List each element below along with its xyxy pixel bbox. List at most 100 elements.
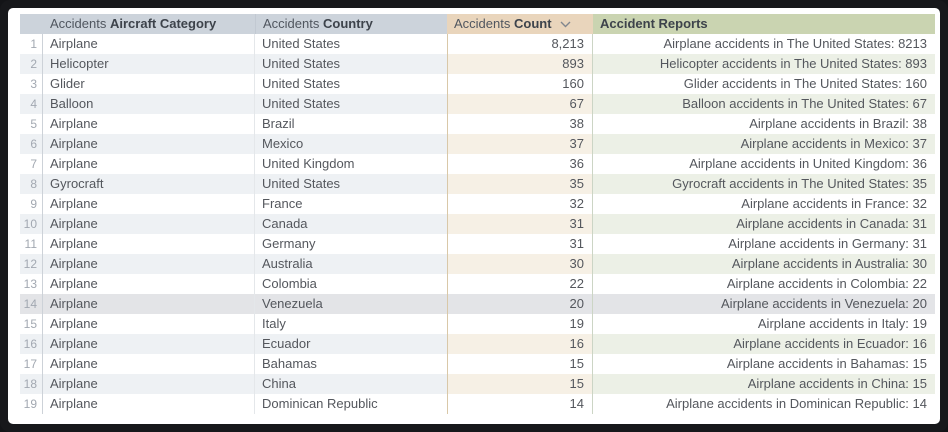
cell-aircraft-category[interactable]: Airplane xyxy=(43,334,255,354)
cell-aircraft-category[interactable]: Airplane xyxy=(43,294,255,314)
row-number[interactable]: 8 xyxy=(20,174,43,194)
table-row[interactable]: 4 Balloon United States 67 Balloon accid… xyxy=(20,94,935,114)
row-number[interactable]: 1 xyxy=(20,34,43,54)
header-aircraft-category[interactable]: Accidents Aircraft Category xyxy=(43,14,255,34)
cell-accident-report[interactable]: Airplane accidents in The United States:… xyxy=(663,36,927,51)
cell-aircraft-category[interactable]: Airplane xyxy=(43,154,255,174)
row-number[interactable]: 13 xyxy=(20,274,43,294)
table-row[interactable]: 10 Airplane Canada 31 Airplane accidents… xyxy=(20,214,935,234)
cell-aircraft-category[interactable]: Airplane xyxy=(43,34,255,54)
table-row[interactable]: 16 Airplane Ecuador 16 Airplane accident… xyxy=(20,334,935,354)
cell-aircraft-category[interactable]: Helicopter xyxy=(43,54,255,74)
table-row[interactable]: 9 Airplane France 32 Airplane accidents … xyxy=(20,194,935,214)
cell-accident-report[interactable]: Airplane accidents in United Kingdom: 36 xyxy=(689,156,927,171)
table-row[interactable]: 19 Airplane Dominican Republic 14 Airpla… xyxy=(20,394,935,414)
table-row[interactable]: 5 Airplane Brazil 38 Airplane accidents … xyxy=(20,114,935,134)
cell-aircraft-category[interactable]: Airplane xyxy=(43,394,255,414)
table-row[interactable]: 11 Airplane Germany 31 Airplane accident… xyxy=(20,234,935,254)
cell-aircraft-category[interactable]: Airplane xyxy=(43,214,255,234)
row-number[interactable]: 12 xyxy=(20,254,43,274)
row-number[interactable]: 7 xyxy=(20,154,43,174)
cell-accident-report[interactable]: Airplane accidents in Dominican Republic… xyxy=(666,396,927,411)
cell-country[interactable]: Canada xyxy=(255,214,447,234)
cell-country[interactable]: Mexico xyxy=(255,134,447,154)
cell-accident-report[interactable]: Gyrocraft accidents in The United States… xyxy=(593,174,935,194)
row-number[interactable]: 9 xyxy=(20,194,43,214)
cell-country[interactable]: France xyxy=(262,196,303,211)
table-row[interactable]: 3 Glider United States 160 Glider accide… xyxy=(20,74,935,94)
cell-country[interactable]: United Kingdom xyxy=(262,156,355,171)
row-number[interactable]: 18 xyxy=(20,374,43,394)
cell-accident-report[interactable]: Airplane accidents in Venezuela: 20 xyxy=(593,294,935,314)
table-row[interactable]: 15 Airplane Italy 19 Airplane accidents … xyxy=(20,314,935,334)
cell-count[interactable]: 20 xyxy=(447,294,593,314)
cell-count[interactable]: 8,213 xyxy=(447,34,593,54)
row-number[interactable]: 11 xyxy=(20,234,43,254)
cell-count[interactable]: 35 xyxy=(447,174,593,194)
cell-accident-report[interactable]: Helicopter accidents in The United State… xyxy=(593,54,935,74)
cell-count[interactable]: 15 xyxy=(447,374,593,394)
table-row[interactable]: 7 Airplane United Kingdom 36 Airplane ac… xyxy=(20,154,935,174)
table-row[interactable]: 6 Airplane Mexico 37 Airplane accidents … xyxy=(20,134,935,154)
cell-aircraft-category[interactable]: Glider xyxy=(43,74,255,94)
cell-country[interactable]: Italy xyxy=(262,316,286,331)
cell-accident-report[interactable]: Airplane accidents in China: 15 xyxy=(593,374,935,394)
row-number[interactable]: 17 xyxy=(20,354,43,374)
cell-aircraft-category[interactable]: Balloon xyxy=(43,94,255,114)
table-row[interactable]: 17 Airplane Bahamas 15 Airplane accident… xyxy=(20,354,935,374)
cell-count[interactable]: 36 xyxy=(447,154,593,174)
cell-count[interactable]: 19 xyxy=(447,314,593,334)
header-accident-reports[interactable]: Accident Reports xyxy=(593,14,935,34)
table-row[interactable]: 12 Airplane Australia 30 Airplane accide… xyxy=(20,254,935,274)
cell-count[interactable]: 16 xyxy=(447,334,593,354)
cell-accident-report[interactable]: Airplane accidents in Australia: 30 xyxy=(593,254,935,274)
cell-aircraft-category[interactable]: Airplane xyxy=(43,354,255,374)
row-number[interactable]: 16 xyxy=(20,334,43,354)
cell-aircraft-category[interactable]: Airplane xyxy=(43,194,255,214)
cell-country[interactable]: Dominican Republic xyxy=(262,396,378,411)
cell-count[interactable]: 14 xyxy=(447,394,593,414)
cell-aircraft-category[interactable]: Airplane xyxy=(43,134,255,154)
cell-country[interactable]: United States xyxy=(262,36,341,51)
cell-country[interactable]: Germany xyxy=(262,236,316,251)
row-number[interactable]: 15 xyxy=(20,314,43,334)
row-number[interactable]: 3 xyxy=(20,74,43,94)
cell-country[interactable]: Bahamas xyxy=(262,356,317,371)
cell-country[interactable]: Venezuela xyxy=(255,294,447,314)
row-number[interactable]: 10 xyxy=(20,214,43,234)
cell-count[interactable]: 32 xyxy=(447,194,593,214)
cell-accident-report[interactable]: Airplane accidents in Canada: 31 xyxy=(593,214,935,234)
cell-accident-report[interactable]: Airplane accidents in Brazil: 38 xyxy=(749,116,927,131)
table-row[interactable]: 8 Gyrocraft United States 35 Gyrocraft a… xyxy=(20,174,935,194)
cell-country[interactable]: Colombia xyxy=(262,276,317,291)
cell-country[interactable]: United States xyxy=(262,76,341,91)
cell-aircraft-category[interactable]: Airplane xyxy=(43,374,255,394)
table-row[interactable]: 13 Airplane Colombia 22 Airplane acciden… xyxy=(20,274,935,294)
table-row[interactable]: 14 Airplane Venezuela 20 Airplane accide… xyxy=(20,294,935,314)
cell-aircraft-category[interactable]: Airplane xyxy=(43,234,255,254)
cell-country[interactable]: United States xyxy=(255,94,447,114)
table-row[interactable]: 2 Helicopter United States 893 Helicopte… xyxy=(20,54,935,74)
header-country[interactable]: Accidents Country xyxy=(255,14,447,34)
table-row[interactable]: 18 Airplane China 15 Airplane accidents … xyxy=(20,374,935,394)
cell-aircraft-category[interactable]: Airplane xyxy=(43,114,255,134)
row-number[interactable]: 14 xyxy=(20,294,43,314)
cell-aircraft-category[interactable]: Airplane xyxy=(43,274,255,294)
cell-aircraft-category[interactable]: Gyrocraft xyxy=(43,174,255,194)
cell-count[interactable]: 31 xyxy=(447,234,593,254)
row-number[interactable]: 19 xyxy=(20,394,43,414)
cell-country[interactable]: Ecuador xyxy=(255,334,447,354)
cell-country[interactable]: United States xyxy=(255,174,447,194)
row-number[interactable]: 2 xyxy=(20,54,43,74)
cell-count[interactable]: 15 xyxy=(447,354,593,374)
cell-accident-report[interactable]: Glider accidents in The United States: 1… xyxy=(683,76,927,91)
header-count-sorted[interactable]: Accidents Count xyxy=(447,14,593,34)
cell-count[interactable]: 30 xyxy=(447,254,593,274)
cell-accident-report[interactable]: Airplane accidents in Bahamas: 15 xyxy=(726,356,927,371)
cell-accident-report[interactable]: Airplane accidents in Ecuador: 16 xyxy=(593,334,935,354)
row-number[interactable]: 4 xyxy=(20,94,43,114)
cell-accident-report[interactable]: Airplane accidents in France: 32 xyxy=(741,196,927,211)
cell-aircraft-category[interactable]: Airplane xyxy=(43,314,255,334)
cell-accident-report[interactable]: Airplane accidents in Italy: 19 xyxy=(757,316,927,331)
cell-count[interactable]: 67 xyxy=(447,94,593,114)
